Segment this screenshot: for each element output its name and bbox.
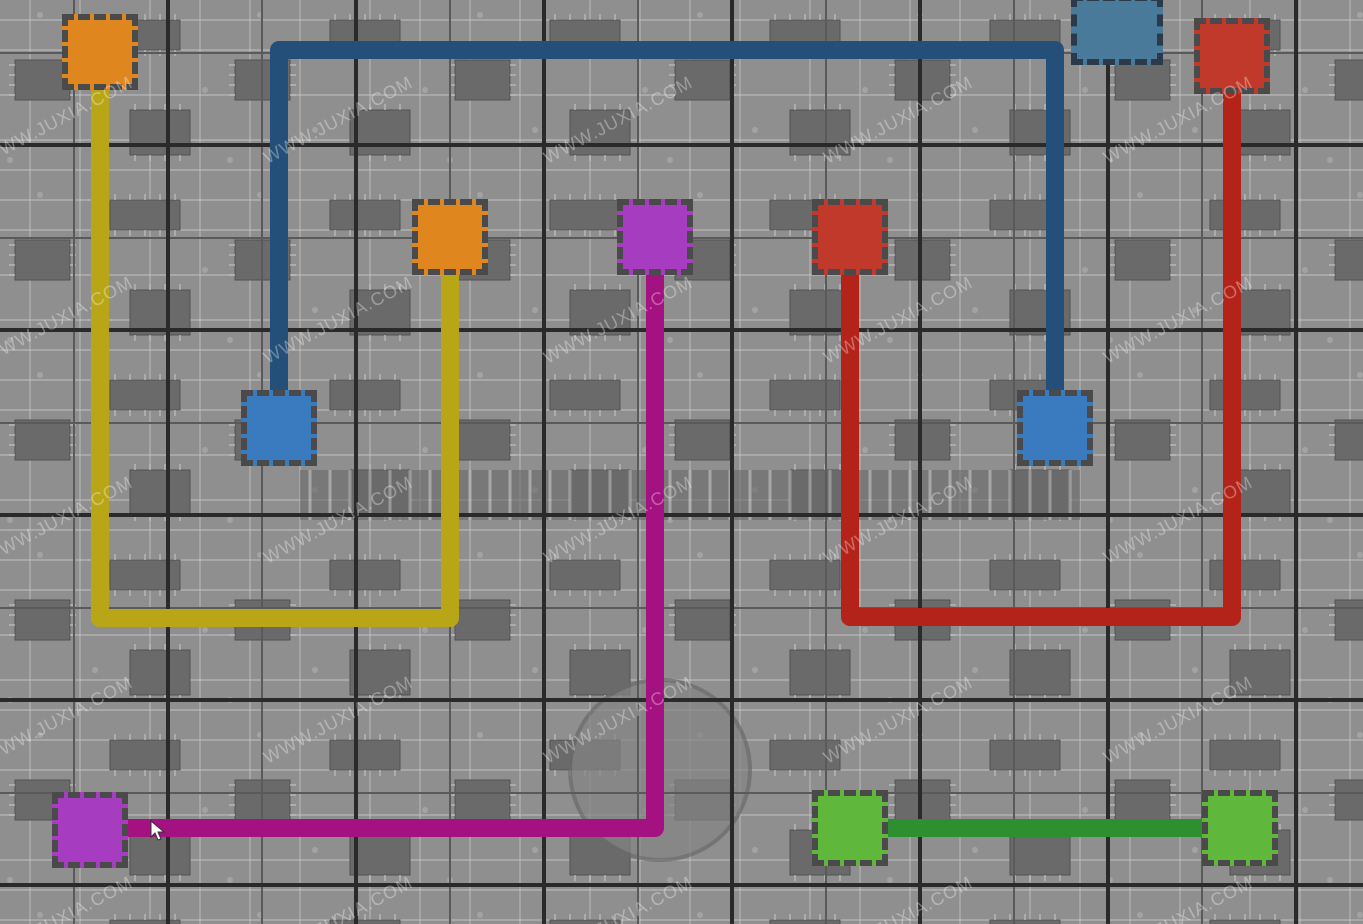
node-topbox[interactable] [1071,0,1163,65]
node-red-a[interactable] [812,199,888,275]
node-green-b[interactable] [1202,790,1278,866]
node-red-b[interactable] [1194,18,1270,94]
nodes-layer [0,0,1363,924]
node-purple-b[interactable] [52,792,128,868]
node-blue-b[interactable] [1017,390,1093,466]
node-orange-a[interactable] [62,14,138,90]
node-orange-b[interactable] [412,199,488,275]
node-purple-a[interactable] [617,199,693,275]
puzzle-board[interactable]: WWW.JUXIA.COMWWW.JUXIA.COMWWW.JUXIA.COMW… [0,0,1363,924]
node-green-a[interactable] [812,790,888,866]
node-blue-a[interactable] [241,390,317,466]
